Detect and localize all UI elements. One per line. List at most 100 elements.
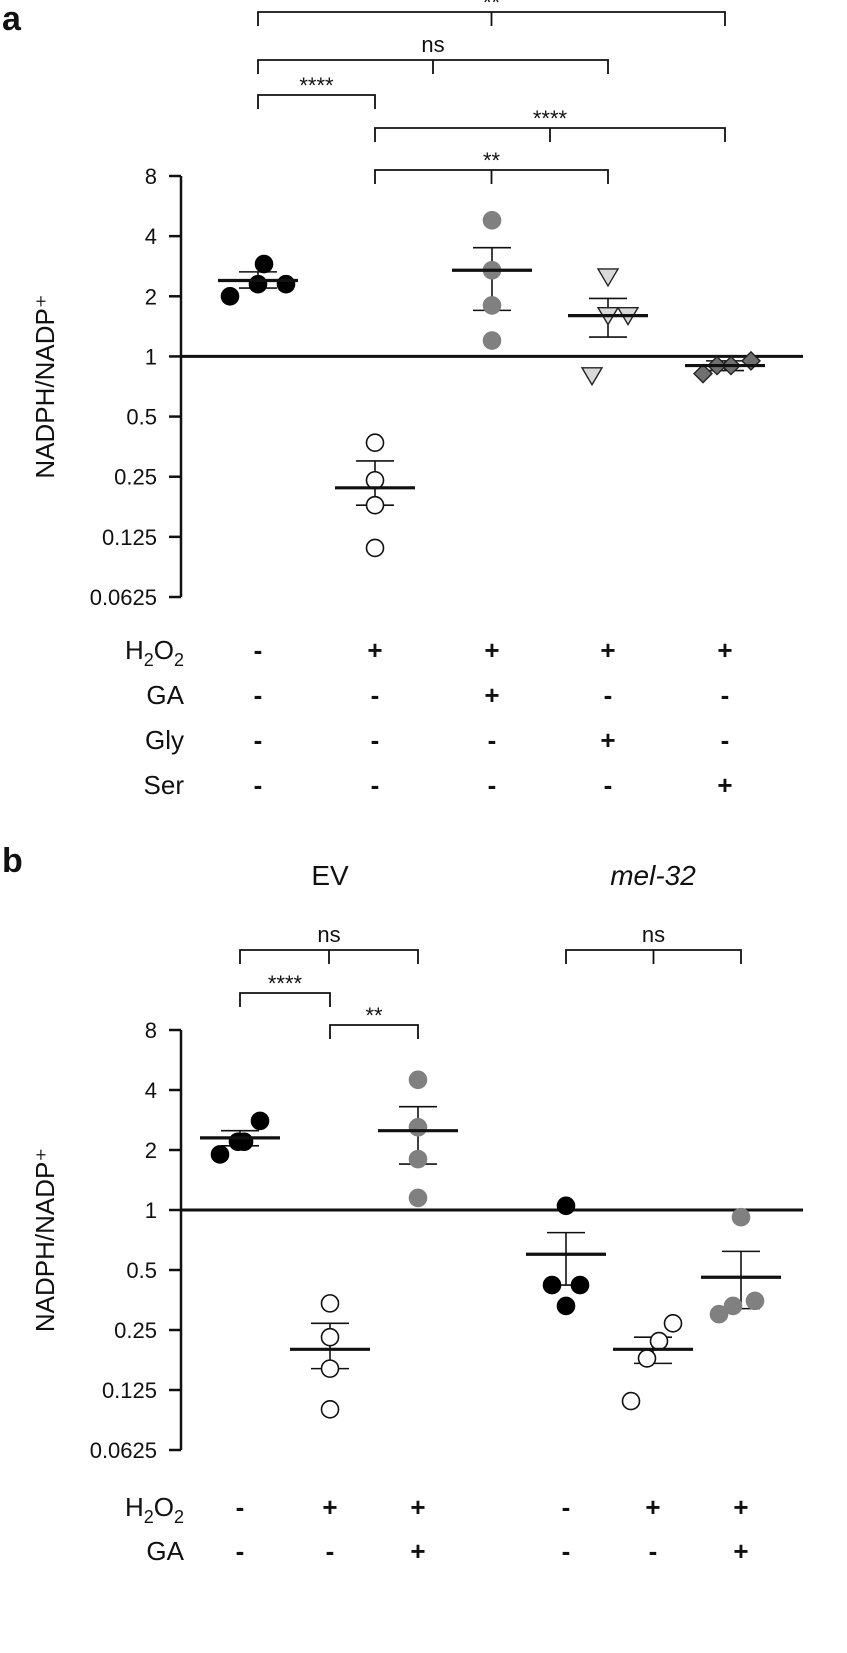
y-axis-label: NADPH/NADP⁺ — [30, 1148, 60, 1332]
y-tick-label: 1 — [145, 344, 157, 369]
condition-sign: - — [254, 635, 263, 665]
panel-b: b 8 4 2 1 0.5 0.25 0.125 0.0625 NADPH/NADP⁺ EV mel-… — [2, 842, 803, 1566]
condition-sign: + — [600, 725, 615, 755]
condition-sign: + — [410, 1536, 425, 1566]
significance-bracket — [329, 1024, 419, 1039]
data-point — [408, 1117, 428, 1137]
condition-sign: - — [254, 770, 263, 800]
y-tick-label: 2 — [145, 1138, 157, 1163]
group-title: EV — [311, 860, 349, 891]
condition-sign: + — [600, 635, 615, 665]
data-point — [408, 1149, 428, 1169]
condition-label: GA — [146, 1536, 184, 1566]
data-point — [731, 1207, 751, 1227]
data-point — [663, 1314, 683, 1333]
significance-label: ** — [483, 0, 501, 15]
panel-label: a — [2, 0, 22, 38]
significance-label: **** — [299, 73, 334, 98]
data-point — [220, 286, 240, 306]
panel-label: b — [2, 842, 23, 880]
condition-sign: - — [236, 1492, 245, 1522]
condition-sign: + — [410, 1492, 425, 1522]
data-point — [649, 1331, 669, 1351]
data-point — [556, 1196, 576, 1216]
data-point — [365, 433, 385, 452]
group-title: mel-32 — [610, 860, 696, 891]
condition-sign: + — [717, 770, 732, 800]
y-tick-label: 0.5 — [126, 1258, 157, 1283]
y-tick-label: 8 — [145, 164, 157, 189]
condition-sign: - — [604, 680, 613, 710]
y-tick-label: 8 — [145, 1018, 157, 1043]
data-point — [570, 1275, 590, 1295]
condition-sign: - — [562, 1536, 571, 1566]
y-tick-label: 4 — [145, 1078, 157, 1103]
condition-sign: - — [649, 1536, 658, 1566]
data-point — [250, 1111, 270, 1131]
condition-sign: - — [371, 725, 380, 755]
condition-sign: + — [645, 1492, 660, 1522]
condition-label: Ser — [144, 770, 185, 800]
condition-label: Gly — [145, 725, 184, 755]
data-point — [556, 1296, 576, 1316]
data-point — [248, 274, 268, 294]
condition-sign: + — [322, 1492, 337, 1522]
condition-sign: + — [484, 680, 499, 710]
y-tick-label: 2 — [145, 284, 157, 309]
significance-label: **** — [268, 971, 303, 996]
data-point — [365, 538, 385, 558]
data-point — [320, 1327, 340, 1347]
y-tick-label: 0.5 — [126, 405, 157, 430]
significance-bracket — [239, 992, 331, 1007]
data-point — [365, 495, 385, 515]
data-point — [320, 1294, 340, 1313]
condition-sign: - — [488, 770, 497, 800]
significance-label: ns — [421, 32, 444, 57]
data-point — [621, 1391, 641, 1411]
data-point — [723, 1296, 743, 1316]
data-point — [408, 1188, 428, 1208]
condition-sign: - — [488, 725, 497, 755]
condition-sign: + — [717, 635, 732, 665]
condition-sign: - — [236, 1536, 245, 1566]
condition-sign: + — [733, 1492, 748, 1522]
condition-sign: - — [721, 725, 730, 755]
data-point — [596, 268, 620, 288]
y-axis-label: NADPH/NADP⁺ — [30, 294, 60, 478]
condition-sign: - — [254, 680, 263, 710]
condition-label: GA — [146, 680, 184, 710]
data-point — [320, 1359, 340, 1378]
condition-sign: - — [562, 1492, 571, 1522]
condition-sign: + — [733, 1536, 748, 1566]
data-point — [542, 1275, 562, 1295]
condition-sign: + — [484, 635, 499, 665]
condition-sign: - — [371, 680, 380, 710]
y-tick-label: 4 — [145, 224, 157, 249]
condition-sign: - — [371, 770, 380, 800]
condition-sign: - — [604, 770, 613, 800]
data-point — [320, 1400, 340, 1419]
y-tick-label: 0.125 — [102, 525, 157, 550]
data-point — [210, 1145, 230, 1164]
significance-bracket — [257, 94, 376, 109]
condition-sign: - — [721, 680, 730, 710]
data-point — [745, 1291, 765, 1311]
y-tick-label: 0.125 — [102, 1378, 157, 1403]
data-point — [276, 274, 296, 294]
data-point — [709, 1304, 729, 1324]
y-tick-label: 0.0625 — [90, 585, 157, 610]
data-point — [254, 254, 274, 274]
data-point — [482, 331, 502, 350]
y-tick-label: 1 — [145, 1198, 157, 1223]
condition-sign: - — [326, 1536, 335, 1566]
condition-sign: - — [254, 725, 263, 755]
data-point — [234, 1132, 254, 1152]
condition-label: H2O2 — [125, 635, 184, 670]
data-point — [580, 367, 604, 387]
data-point — [482, 211, 502, 230]
data-point — [408, 1070, 428, 1090]
y-tick-label: 0.25 — [114, 1318, 157, 1343]
data-point — [482, 296, 502, 315]
y-tick-label: 0.25 — [114, 465, 157, 490]
data-point — [693, 363, 713, 384]
